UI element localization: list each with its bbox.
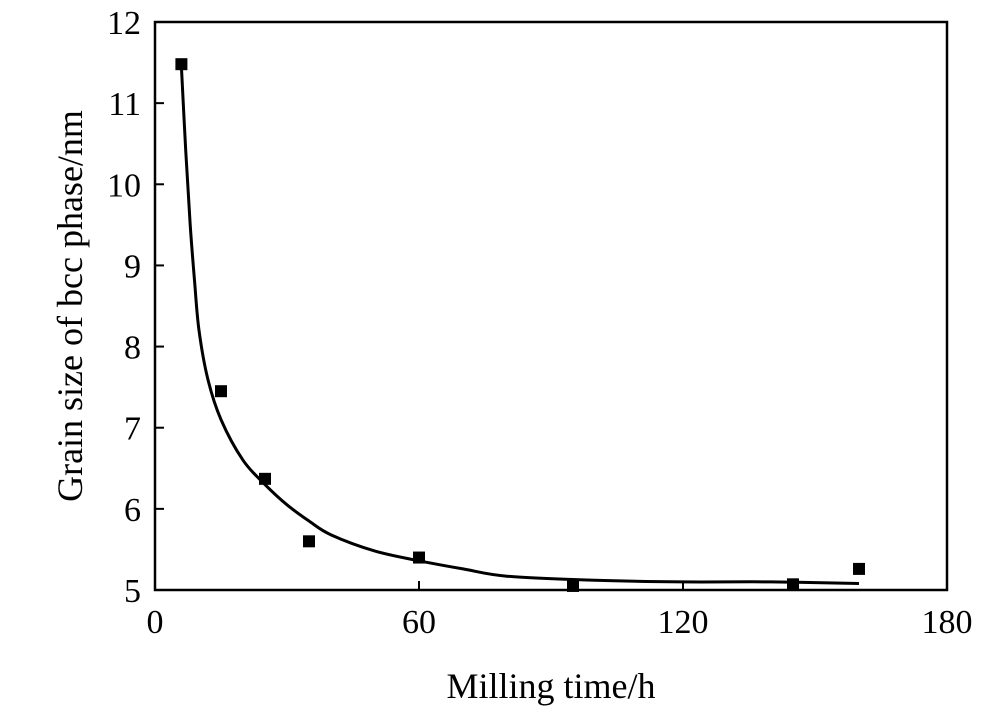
x-axis-title: Milling time/h: [446, 666, 655, 706]
data-point: [787, 578, 799, 591]
plot-frame: [153, 20, 949, 592]
fit-curve-layer: [179, 66, 860, 586]
y-axis-title: Grain size of bcc phase/nm: [50, 110, 90, 502]
y-tick-label: 10: [107, 167, 141, 204]
x-tick-label: 180: [922, 604, 973, 641]
data-point: [413, 551, 425, 564]
y-axis-ticks: 5 6 7 8 9 10 11 12: [107, 5, 164, 610]
data-point: [259, 472, 271, 485]
y-tick-label: 7: [124, 411, 141, 448]
y-tick-label: 8: [124, 330, 141, 367]
x-tick-label: 0: [147, 604, 164, 641]
data-point: [303, 535, 315, 548]
fit-curve: [179, 66, 860, 586]
data-point: [215, 385, 227, 398]
y-tick-label: 9: [124, 248, 141, 285]
data-point: [853, 562, 865, 575]
y-tick-label: 6: [124, 492, 141, 529]
data-point: [175, 58, 188, 71]
y-tick-label: 5: [124, 573, 141, 610]
x-axis-ticks: 0 60 120 180: [147, 581, 973, 641]
x-tick-label: 60: [402, 604, 436, 641]
y-tick-label: 12: [107, 5, 141, 42]
y-tick-label: 11: [108, 86, 141, 123]
x-tick-label: 120: [658, 604, 709, 641]
data-point: [567, 579, 579, 592]
data-points-layer: [175, 58, 865, 592]
